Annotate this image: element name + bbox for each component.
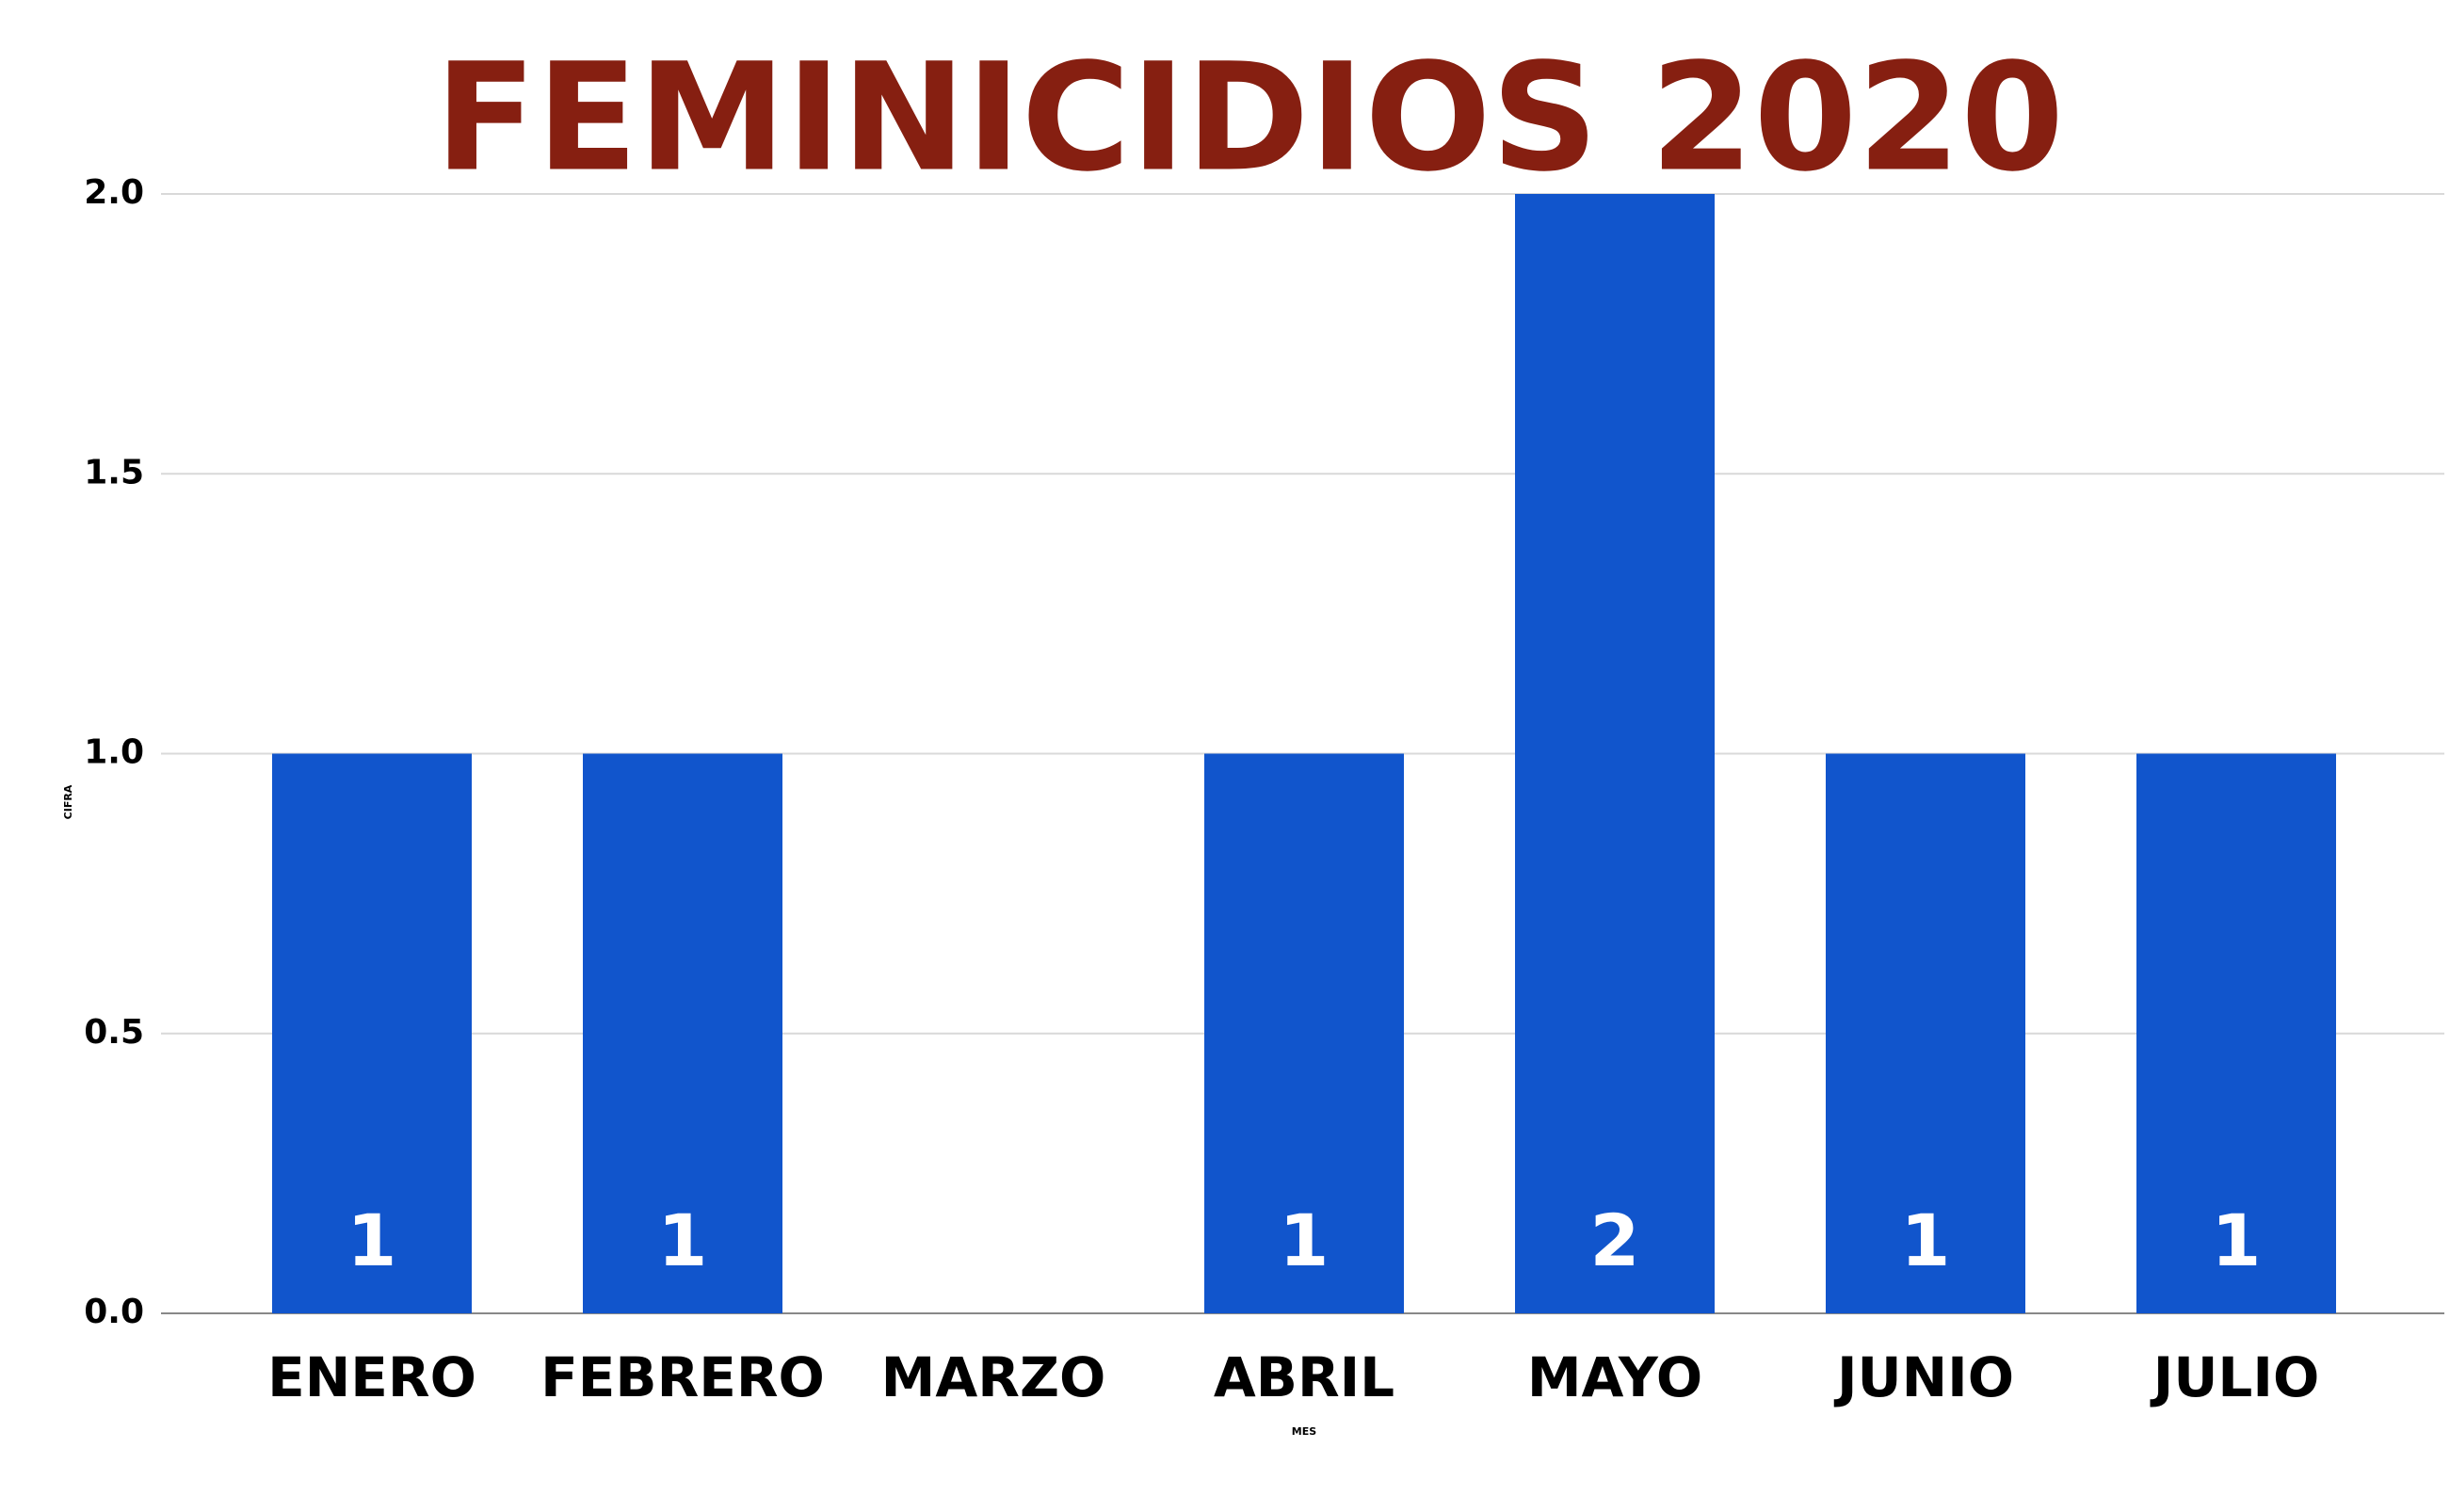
bar [583, 753, 782, 1313]
data-label: 1 [1901, 1198, 1951, 1282]
x-tick-label: ABRIL [1214, 1345, 1394, 1409]
y-tick-label: 0.5 [84, 1013, 144, 1052]
bar [1826, 753, 2025, 1313]
x-tick-label: JULIO [2150, 1345, 2320, 1409]
data-label: 1 [347, 1198, 397, 1282]
y-tick-label: 1.5 [84, 453, 144, 491]
x-axis-label: MES [1292, 1425, 1316, 1438]
x-tick-label: ENERO [267, 1345, 476, 1409]
y-axis-label: CIFRA [62, 784, 74, 819]
x-tick-label: FEBRERO [540, 1345, 825, 1409]
bar [1204, 753, 1404, 1313]
x-tick-label: JUNIO [1833, 1345, 2014, 1409]
bar [272, 753, 472, 1313]
data-label: 1 [2212, 1198, 2262, 1282]
bar [1515, 194, 1715, 1313]
chart-title: FEMINICIDIOS 2020 [435, 31, 2064, 204]
x-tick-label: MARZO [881, 1345, 1106, 1409]
bar [2136, 753, 2336, 1313]
y-tick-label: 2.0 [84, 173, 144, 212]
x-tick-label: MAYO [1527, 1345, 1702, 1409]
y-tick-label: 1.0 [84, 733, 144, 772]
data-label: 2 [1590, 1198, 1640, 1282]
data-label: 1 [1280, 1198, 1330, 1282]
y-tick-label: 0.0 [84, 1293, 144, 1331]
data-label: 1 [658, 1198, 708, 1282]
